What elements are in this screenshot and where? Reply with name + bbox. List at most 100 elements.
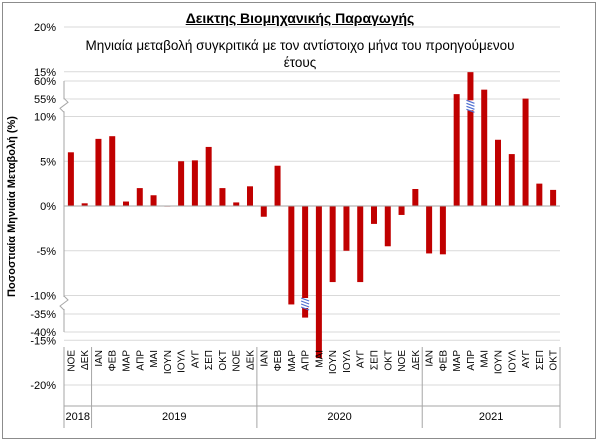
bar-break-hatch <box>300 300 310 305</box>
bar <box>550 189 557 206</box>
bar <box>467 72 474 207</box>
bar <box>81 203 88 206</box>
y-axis-break-top <box>59 97 69 113</box>
x-tick-label: ΑΠΡ <box>466 350 477 371</box>
bar-break-hatch <box>466 108 475 113</box>
x-tick-label: ΔΕΚ <box>411 350 422 370</box>
bar-break-hatch <box>300 306 310 311</box>
x-tick-label: ΟΚΤ <box>218 350 229 371</box>
bar <box>95 138 102 206</box>
bar <box>191 160 198 206</box>
year-label: 2019 <box>162 411 186 423</box>
bar <box>67 152 74 206</box>
bar <box>536 183 543 206</box>
x-tick-label: ΑΠΡ <box>301 350 312 371</box>
bar <box>150 195 157 206</box>
year-label: 2020 <box>327 411 351 423</box>
bar <box>357 206 364 283</box>
y-tick-label: 20% <box>34 22 56 34</box>
x-tick-label: ΟΚΤ <box>549 350 560 371</box>
y-tick-label: -10% <box>30 291 56 303</box>
x-tick-label: ΙΟΥΛ <box>342 350 353 373</box>
bar-break-hatch <box>466 99 475 104</box>
chart-title: Δεικτης Βιομηχανικής Παραγωγής <box>185 10 415 26</box>
bar <box>288 206 295 305</box>
bar <box>233 202 240 206</box>
bar <box>412 188 419 206</box>
x-tick-label: ΙΑΝ <box>94 350 105 367</box>
x-tick-label: ΜΑΡ <box>452 350 463 372</box>
bar <box>329 206 336 283</box>
x-tick-label: ΙΑΝ <box>425 350 436 367</box>
bar <box>453 94 460 206</box>
year-label: 2018 <box>66 411 90 423</box>
bar <box>302 206 309 318</box>
bar <box>219 188 226 206</box>
x-tick-label: ΙΟΥΛ <box>177 350 188 373</box>
y-tick-label: -35% <box>30 309 56 321</box>
y-axis-break-bottom <box>59 295 69 311</box>
x-tick-label: ΣΕΠ <box>204 350 215 370</box>
bar <box>315 206 322 359</box>
y-axis-title: Ποσοστιαία Μηνιαία Μεταβολή (%) <box>6 116 18 297</box>
x-tick-label: ΣΕΠ <box>535 350 546 370</box>
x-tick-label: ΦΕΒ <box>273 350 284 372</box>
x-tick-label: ΜΑΡ <box>287 350 298 372</box>
x-tick-label: ΜΑΡ <box>122 350 133 372</box>
bar <box>343 206 350 251</box>
x-tick-label: ΝΟΕ <box>66 350 77 372</box>
x-tick-label: ΔΕΚ <box>246 350 257 370</box>
x-tick-label: ΙΟΥΛ <box>507 350 518 373</box>
y-tick-label: -15% <box>30 335 56 347</box>
year-label: 2021 <box>479 411 503 423</box>
bar <box>384 206 391 247</box>
x-tick-label: ΑΥΓ <box>190 350 201 369</box>
y-tick-label: 5% <box>40 156 56 168</box>
bar <box>522 98 529 206</box>
x-tick-label: ΔΕΚ <box>80 350 91 370</box>
x-tick-label: ΑΠΡ <box>135 350 146 371</box>
bar <box>136 188 143 206</box>
bar-break-hatch <box>466 102 475 107</box>
x-tick-label: ΦΕΒ <box>438 350 449 372</box>
x-tick-label: ΙΟΥΝ <box>328 350 339 374</box>
x-tick-label: ΑΥΓ <box>356 350 367 369</box>
y-tick-label: 55% <box>34 94 56 106</box>
bar <box>123 201 129 206</box>
y-tick-label: -5% <box>36 246 56 258</box>
bar <box>260 206 267 217</box>
chart-subtitle: Μηνιαία μεταβολή συγκριτικά με τον αντίσ… <box>85 38 515 70</box>
bar <box>426 206 433 254</box>
x-tick-label: ΑΥΓ <box>521 350 532 369</box>
bar <box>109 136 116 206</box>
y-tick-label: 10% <box>34 112 56 124</box>
y-tick-label: -40% <box>30 327 56 339</box>
y-tick-label: 0% <box>40 201 56 213</box>
x-tick-label: ΦΕΒ <box>108 350 119 372</box>
bar <box>371 206 377 224</box>
x-tick-label: ΝΟΕ <box>232 350 243 372</box>
x-tick-label: ΜΑΙ <box>149 350 160 368</box>
bar-break-hatch <box>466 105 475 110</box>
x-tick-label: ΣΕΠ <box>370 350 381 370</box>
bar <box>247 186 253 206</box>
bar-break-hatch <box>300 297 310 302</box>
bar <box>398 206 405 215</box>
bar-break-hatch <box>300 303 310 308</box>
bar <box>274 165 281 206</box>
bar <box>495 139 501 206</box>
x-tick-label: ΝΟΕ <box>397 350 408 372</box>
bar <box>481 89 488 206</box>
x-tick-label: ΜΑΙ <box>314 350 325 368</box>
x-tick-label: ΙΑΝ <box>259 350 270 367</box>
bar <box>508 154 515 206</box>
bar <box>178 161 185 206</box>
y-tick-label: 15% <box>34 67 56 79</box>
x-tick-label: ΙΟΥΝ <box>494 350 505 374</box>
y-tick-label: -20% <box>30 380 56 392</box>
bar <box>205 146 212 206</box>
x-tick-label: ΟΚΤ <box>383 350 394 371</box>
x-tick-label: ΙΟΥΝ <box>163 350 174 374</box>
chart-frame <box>2 2 596 439</box>
bar <box>439 206 446 255</box>
